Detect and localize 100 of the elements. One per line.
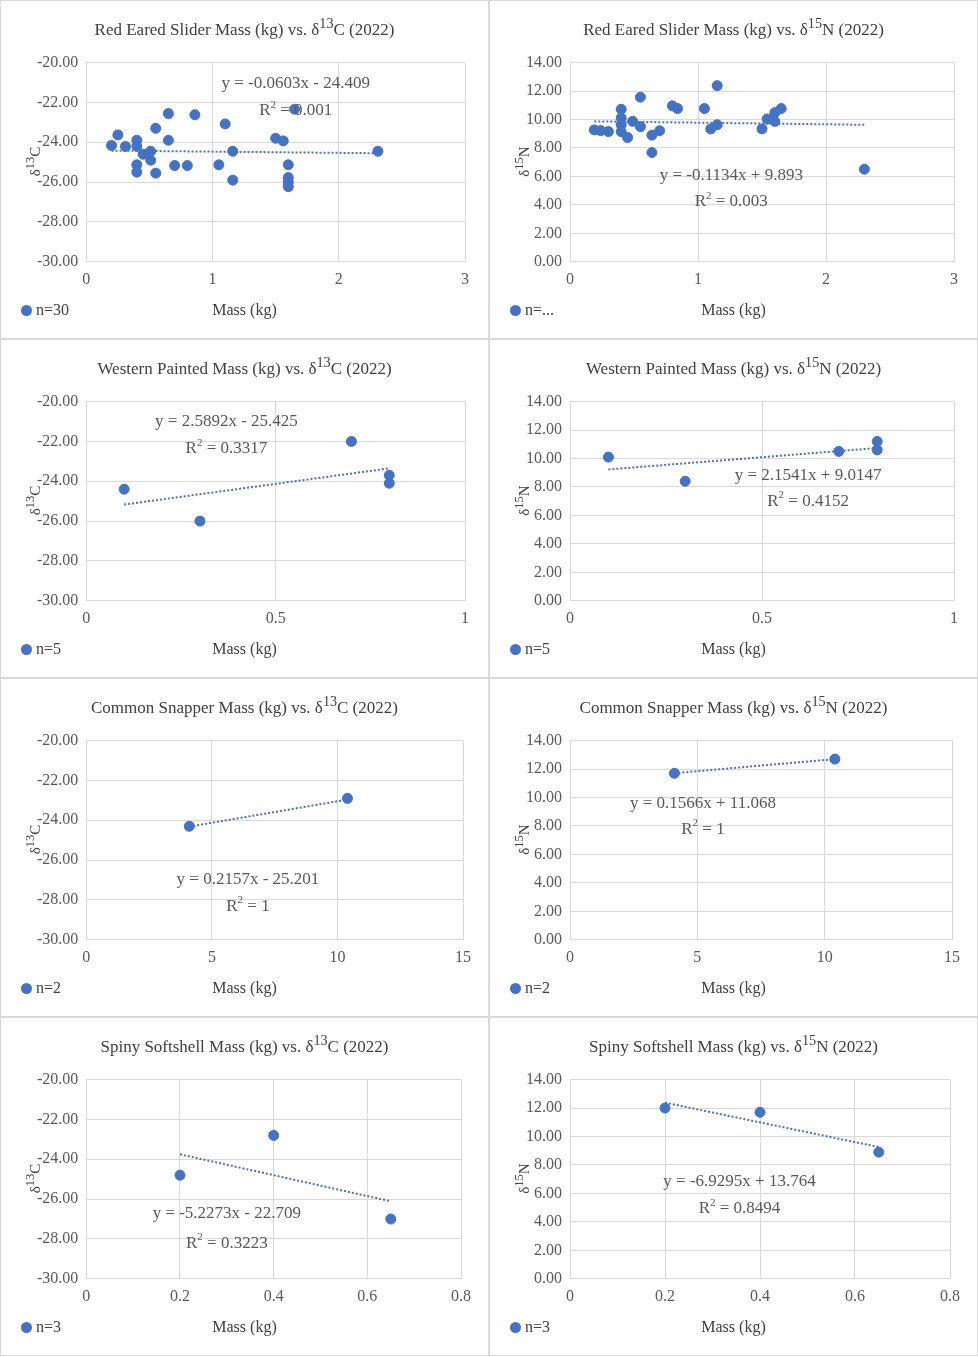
x-tick-label: 0.2 bbox=[170, 1286, 190, 1304]
annotation: y = -0.1134x + 9.893 bbox=[659, 165, 803, 185]
y-tick-label: 6.00 bbox=[534, 505, 562, 523]
x-tick-label: 1 bbox=[461, 608, 469, 626]
chart-title: Spiny Softshell Mass (kg) vs. δ$^{15}$N (2022) bbox=[588, 1032, 879, 1057]
x-tick-label: 0 bbox=[82, 1286, 91, 1304]
legend-label: n=2 bbox=[525, 979, 551, 997]
x-tick-label: 10 bbox=[816, 947, 833, 965]
x-tick-label: 0.8 bbox=[451, 1286, 471, 1304]
x-tick-label: 1 bbox=[950, 608, 958, 626]
chart-title: Western Painted Mass (kg) vs. δ$^{15}$N (2022) bbox=[584, 354, 883, 379]
x-tick-label: 15 bbox=[455, 947, 471, 965]
annotation: y = 2.5892x - 25.425 bbox=[155, 410, 298, 430]
y-tick-label: 2.00 bbox=[534, 1240, 562, 1258]
y-tick-label: -20.00 bbox=[37, 52, 79, 70]
y-tick-label: -30.00 bbox=[37, 252, 79, 269]
legend-label: n=... bbox=[525, 301, 555, 319]
x-tick-label: 0 bbox=[566, 608, 574, 626]
x-tick-label: 0 bbox=[82, 269, 91, 287]
legend-label: n=3 bbox=[525, 1318, 551, 1336]
y-tick-label: 0.00 bbox=[534, 930, 562, 947]
y-tick-label: 8.00 bbox=[534, 1155, 562, 1173]
x-tick-label: 15 bbox=[944, 947, 960, 965]
x-tick-label: 0 bbox=[82, 947, 91, 965]
y-tick-label: 6.00 bbox=[534, 844, 562, 862]
y-tick-label: -28.00 bbox=[37, 212, 79, 230]
legend-label: n=5 bbox=[525, 640, 551, 658]
y-tick-label: 12.00 bbox=[526, 81, 562, 99]
y-tick-label: -22.00 bbox=[37, 770, 79, 788]
x-tick-label: 0.2 bbox=[655, 1286, 675, 1304]
y-tick-label: 6.00 bbox=[534, 166, 562, 184]
y-tick-label: -20.00 bbox=[37, 1069, 79, 1087]
x-axis-title: Mass (kg) bbox=[212, 979, 277, 996]
y-tick-label: 4.00 bbox=[534, 1212, 562, 1230]
y-tick-label: 0.00 bbox=[534, 252, 562, 269]
y-tick-label: -28.00 bbox=[37, 890, 79, 908]
legend-label: n=30 bbox=[36, 301, 70, 319]
x-tick-label: 0.5 bbox=[265, 608, 286, 626]
x-tick-label: 1 bbox=[694, 269, 702, 287]
x-tick-label: 2 bbox=[334, 269, 343, 287]
x-tick-label: 3 bbox=[950, 269, 958, 287]
chart-title: Red Eared Slider Mass (kg) vs. δ$^{13}$C (2022) bbox=[93, 15, 396, 40]
y-tick-label: 8.00 bbox=[534, 477, 562, 495]
chart-title: Spiny Softshell Mass (kg) vs. δ$^{13}$C (2022) bbox=[99, 1032, 390, 1057]
y-tick-label: 10.00 bbox=[526, 1126, 562, 1144]
annotation: y = -5.2273x - 22.709 bbox=[152, 1203, 302, 1223]
y-tick-label: 8.00 bbox=[534, 816, 562, 834]
y-tick-label: 10.00 bbox=[526, 787, 562, 805]
y-tick-label: 4.00 bbox=[534, 534, 562, 552]
x-axis-title: Mass (kg) bbox=[701, 301, 766, 318]
y-tick-label: 10.00 bbox=[526, 448, 562, 466]
x-axis-title: Mass (kg) bbox=[701, 979, 766, 996]
legend-label: n=5 bbox=[36, 640, 62, 658]
x-tick-label: 0.6 bbox=[357, 1286, 378, 1304]
x-tick-label: 3 bbox=[461, 269, 469, 287]
y-tick-label: -30.00 bbox=[37, 1269, 79, 1286]
x-tick-label: 0.5 bbox=[752, 608, 772, 626]
x-tick-label: 0.6 bbox=[845, 1286, 865, 1304]
y-tick-label: 8.00 bbox=[534, 138, 562, 156]
y-tick-label: 0.00 bbox=[534, 591, 562, 608]
x-tick-label: 5 bbox=[207, 947, 216, 965]
x-axis-title: Mass (kg) bbox=[212, 640, 277, 657]
y-tick-label: 4.00 bbox=[534, 873, 562, 891]
x-tick-label: 2 bbox=[822, 269, 830, 287]
y-tick-label: 14.00 bbox=[526, 391, 562, 409]
y-tick-label: -22.00 bbox=[37, 92, 79, 110]
y-tick-label: 14.00 bbox=[526, 1069, 562, 1087]
y-tick-label: -20.00 bbox=[37, 730, 79, 748]
x-tick-label: 0 bbox=[82, 608, 91, 626]
x-tick-label: 0.4 bbox=[750, 1286, 770, 1304]
legend-label: n=2 bbox=[36, 979, 62, 997]
x-axis-title: Mass (kg) bbox=[701, 1318, 766, 1335]
y-tick-label: -22.00 bbox=[37, 431, 79, 449]
y-tick-label: 0.00 bbox=[534, 1269, 562, 1286]
y-tick-label: 14.00 bbox=[526, 730, 562, 748]
annotation: y = -0.0603x - 24.409 bbox=[221, 72, 370, 92]
y-tick-label: -28.00 bbox=[37, 1229, 79, 1247]
y-tick-label: 2.00 bbox=[534, 562, 562, 580]
chart-title: Common Snapper Mass (kg) vs. δ$^{13}$C (2022) bbox=[90, 693, 399, 718]
y-tick-label: 14.00 bbox=[526, 52, 562, 70]
x-axis-title: Mass (kg) bbox=[212, 1318, 277, 1335]
y-tick-label: -30.00 bbox=[37, 930, 79, 947]
annotation: y = 0.1566x + 11.068 bbox=[629, 793, 776, 813]
x-tick-label: 0.8 bbox=[940, 1286, 960, 1304]
y-tick-label: 12.00 bbox=[526, 1098, 562, 1116]
y-tick-label: 12.00 bbox=[526, 420, 562, 438]
x-tick-label: 10 bbox=[329, 947, 346, 965]
y-tick-label: 12.00 bbox=[526, 759, 562, 777]
y-tick-label: 10.00 bbox=[526, 109, 562, 127]
x-tick-label: 0.4 bbox=[263, 1286, 284, 1304]
y-tick-label: 2.00 bbox=[534, 901, 562, 919]
legend-label: n=3 bbox=[36, 1318, 62, 1336]
y-tick-label: -28.00 bbox=[37, 551, 79, 569]
x-tick-label: 0 bbox=[566, 269, 574, 287]
chart-title: Red Eared Slider Mass (kg) vs. δ$^{15}$N (2022) bbox=[582, 15, 885, 40]
chart-title: Common Snapper Mass (kg) vs. δ$^{15}$N (2022) bbox=[578, 693, 889, 718]
y-tick-label: 2.00 bbox=[534, 223, 562, 241]
y-tick-label: 6.00 bbox=[534, 1183, 562, 1201]
y-tick-label: -22.00 bbox=[37, 1109, 79, 1127]
y-tick-label: -30.00 bbox=[37, 591, 79, 608]
